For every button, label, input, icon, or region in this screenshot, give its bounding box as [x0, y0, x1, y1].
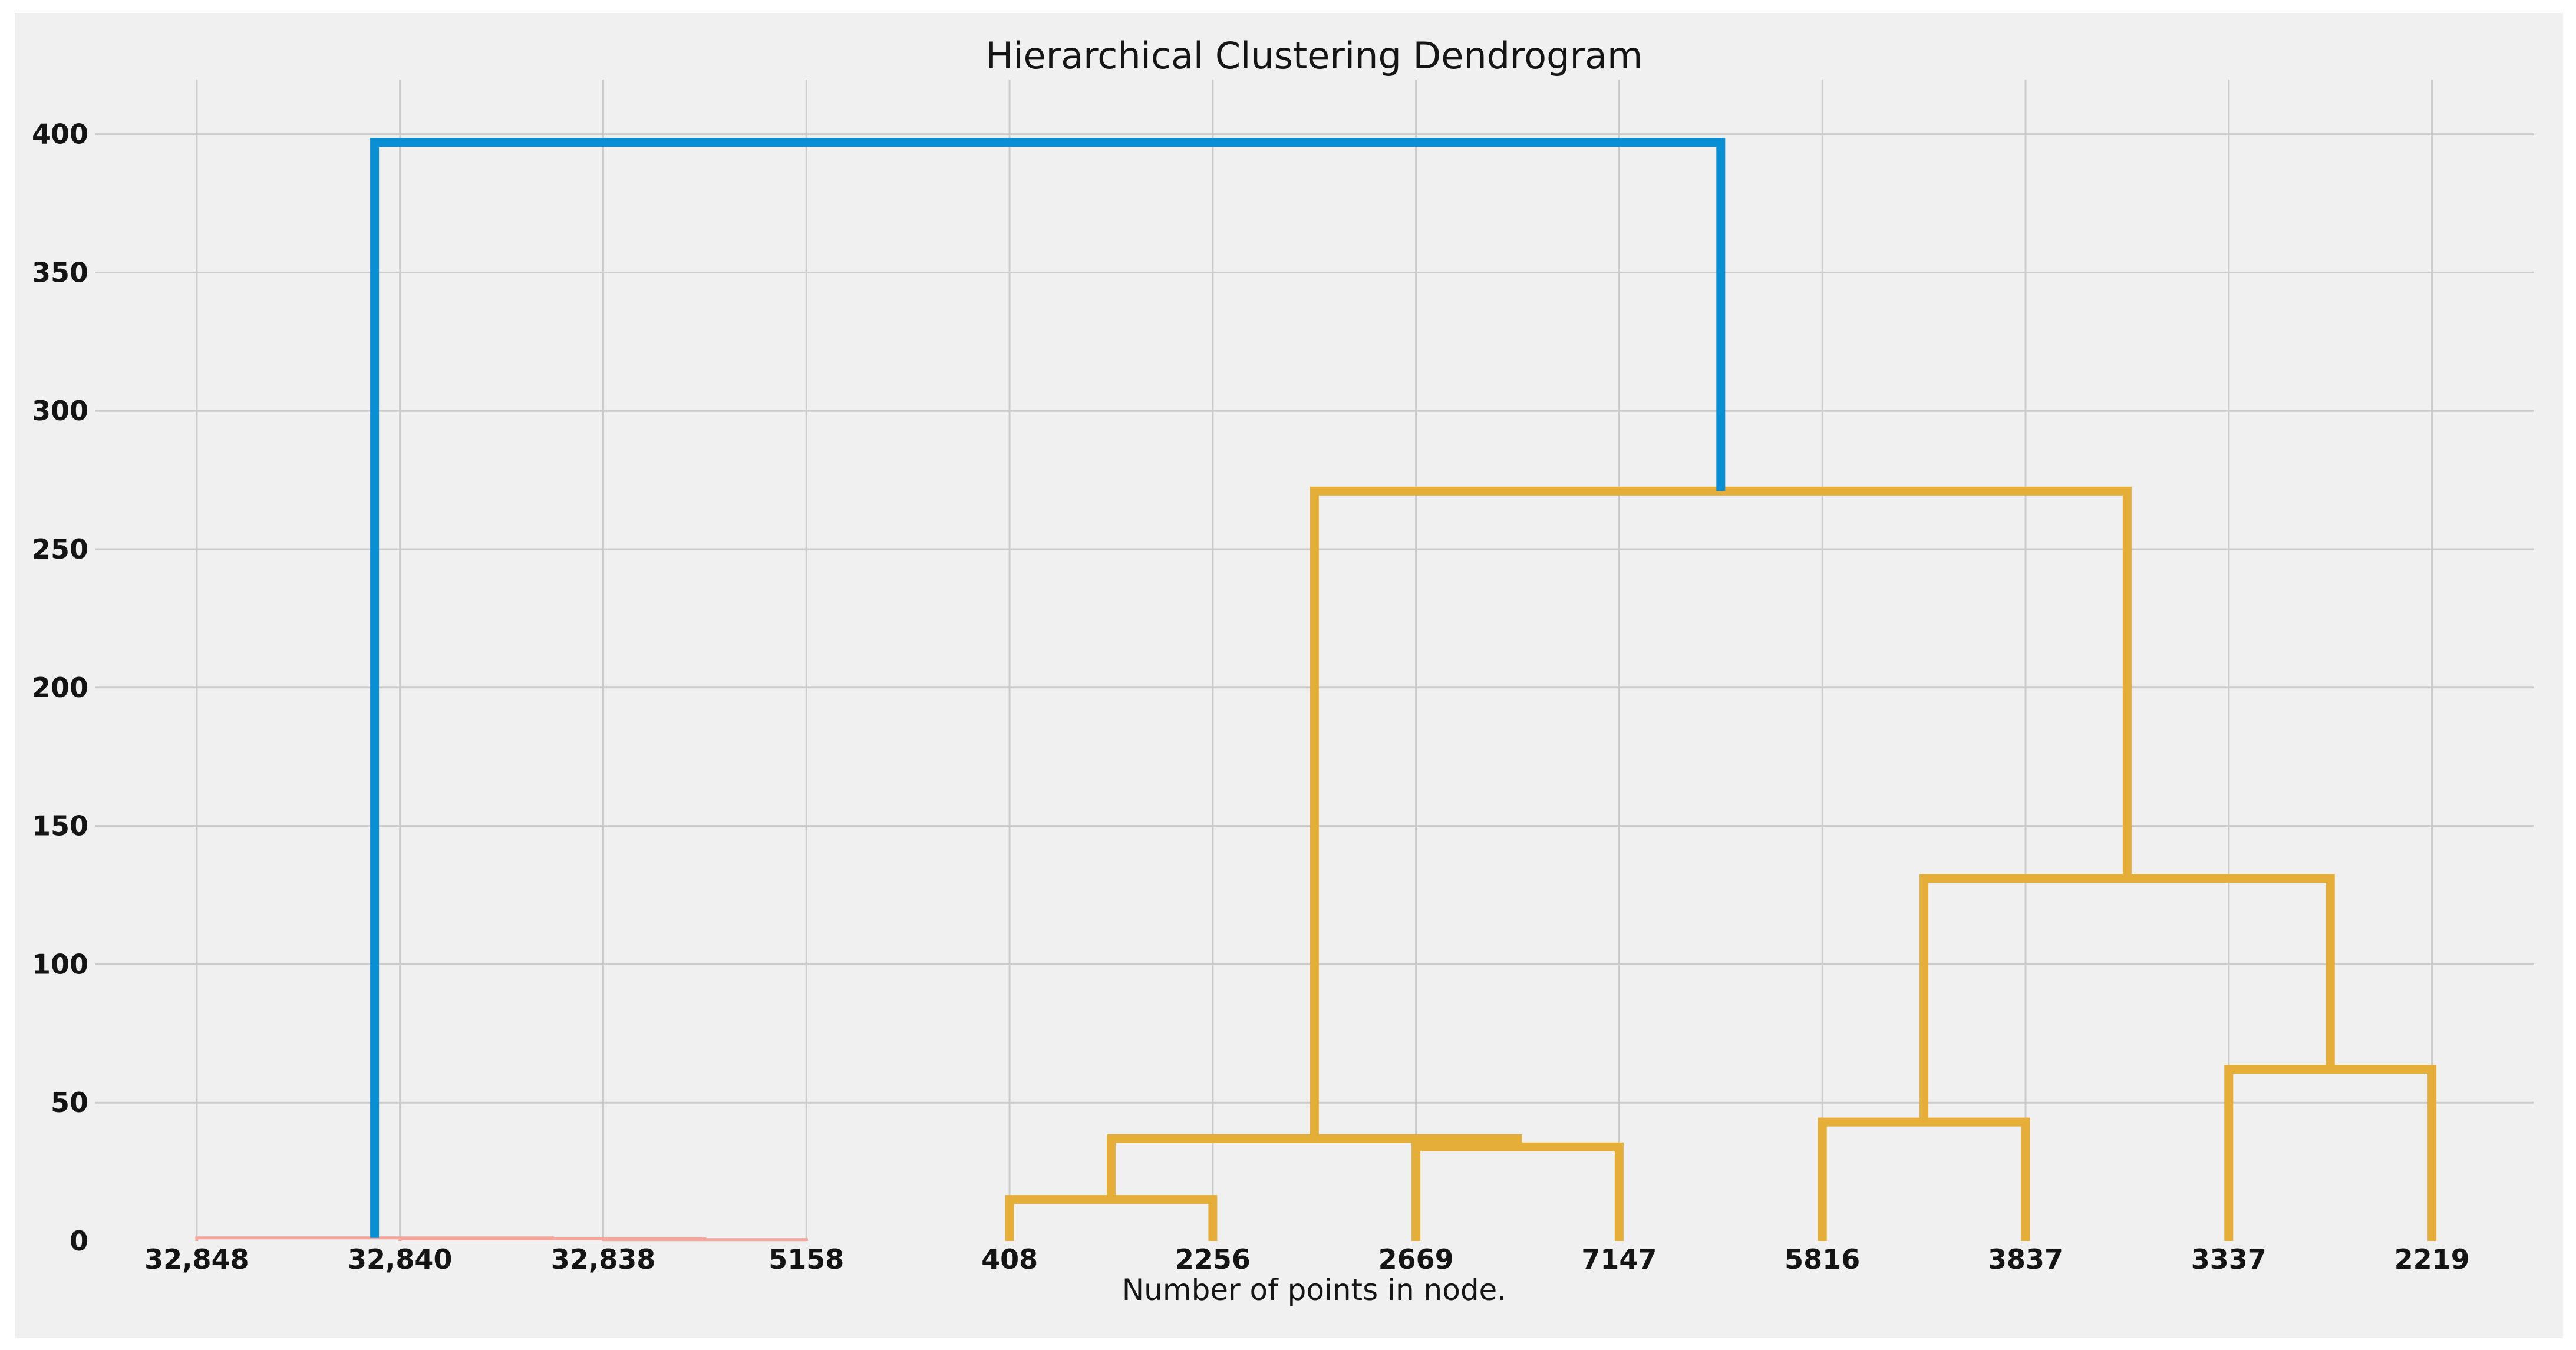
leaf-label-3837: 3837 — [1988, 1243, 2063, 1275]
y-tick-label-100: 100 — [32, 948, 88, 980]
y-axis-tick-labels: 0 50 100 150 200 250 300 350 400 — [32, 118, 88, 1257]
leaf-label-5158: 5158 — [768, 1243, 844, 1275]
leaf-label-408: 408 — [981, 1243, 1038, 1275]
y-tick-label-200: 200 — [32, 672, 88, 704]
leaf-label-2669: 2669 — [1378, 1243, 1454, 1275]
x-axis-leaf-labels: 32,848 32,840 32,838 5158 408 2256 2669 7147 581… — [144, 1243, 2469, 1275]
leaf-label-2219: 2219 — [2394, 1243, 2470, 1275]
leaf-label-32838: 32,838 — [551, 1243, 656, 1275]
y-tick-label-400: 400 — [32, 118, 88, 150]
leaf-label-5816: 5816 — [1785, 1243, 1860, 1275]
dendrogram-link-m11 — [370, 138, 1726, 1238]
leaf-label-32840: 32,840 — [348, 1243, 453, 1275]
leaf-label-2256: 2256 — [1175, 1243, 1251, 1275]
y-tick-label-50: 50 — [51, 1087, 88, 1118]
x-axis-label: Number of points in node. — [1122, 1273, 1506, 1307]
leaf-label-7147: 7147 — [1581, 1243, 1657, 1275]
y-tick-label-350: 350 — [32, 256, 88, 288]
dendrogram-links — [195, 138, 2437, 1242]
figure-background — [15, 13, 2563, 1338]
leaf-label-3337: 3337 — [2191, 1243, 2267, 1275]
y-tick-label-150: 150 — [32, 810, 88, 842]
leaf-label-32848: 32,848 — [144, 1243, 249, 1275]
y-tick-label-250: 250 — [32, 533, 88, 565]
chart-title: Hierarchical Clustering Dendrogram — [986, 34, 1643, 77]
y-tick-label-300: 300 — [32, 395, 88, 427]
y-tick-label-0: 0 — [70, 1225, 88, 1257]
